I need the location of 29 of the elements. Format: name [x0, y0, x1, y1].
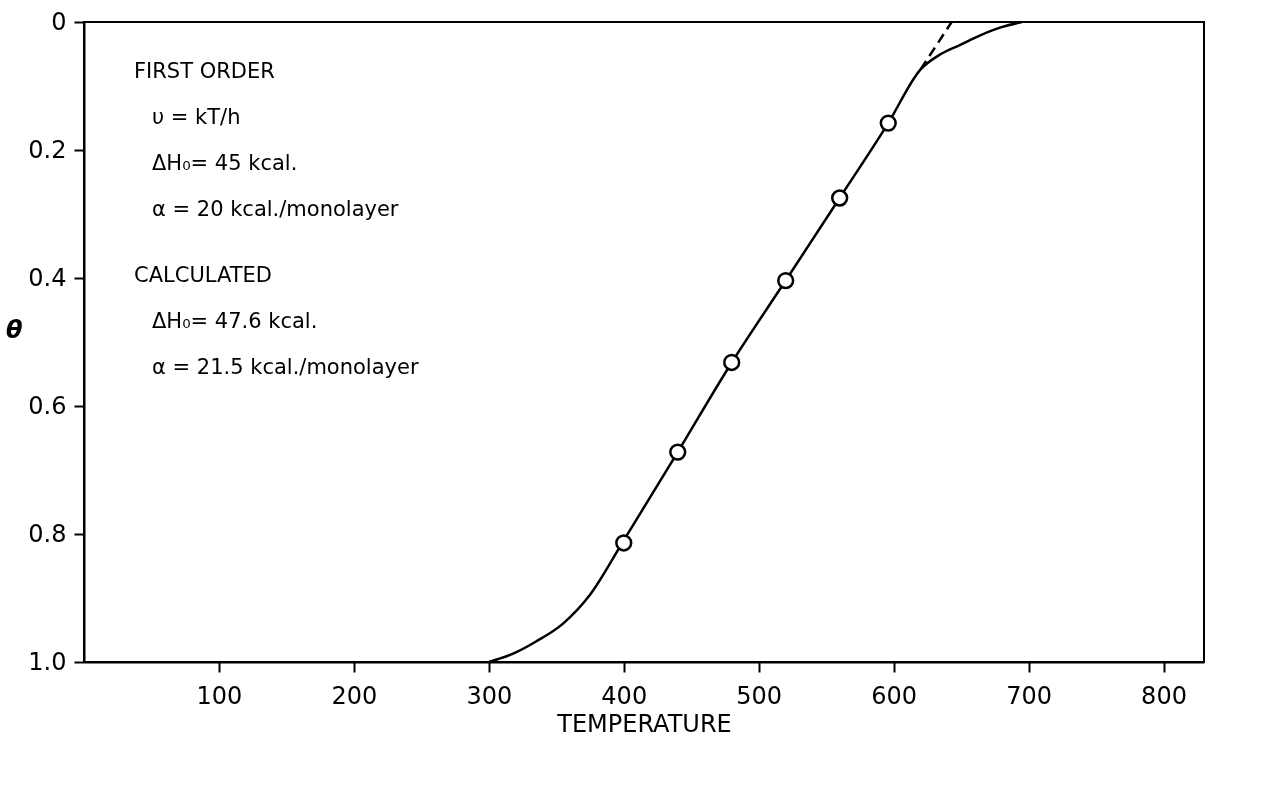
x-tick-label: 600	[871, 681, 918, 710]
point	[777, 271, 795, 290]
annotation: CALCULATED	[134, 263, 272, 287]
point	[723, 353, 741, 372]
x-tick-label: 700	[1006, 681, 1052, 710]
point	[669, 443, 687, 461]
y-tick-label: 0	[51, 7, 67, 36]
y-tick-label: 0.4	[28, 263, 67, 292]
point	[615, 534, 633, 552]
x-tick-label: 800	[1141, 681, 1187, 710]
annotation: ΔH₀= 47.6 kcal.	[152, 309, 318, 333]
y-axis-title: θ	[6, 315, 23, 344]
y-tick-label: 0.8	[28, 519, 67, 548]
y-tick-label: 0.6	[28, 391, 67, 420]
x-tick-label: 200	[331, 681, 378, 710]
x-tick-label: 100	[196, 681, 243, 710]
x-tick-label: 400	[601, 681, 648, 710]
annotation: υ = kT/h	[152, 105, 241, 129]
x-tick-label: 500	[736, 681, 783, 710]
y-tick-label: 1.0	[28, 647, 67, 676]
x-axis-title: TEMPERATURE	[556, 709, 732, 738]
annotation: ΔH₀= 45 kcal.	[152, 151, 298, 175]
annotation: α = 20 kcal./monolayer	[152, 197, 399, 221]
point	[879, 114, 897, 132]
annotation: FIRST ORDER	[134, 59, 275, 83]
annotation: α = 21.5 kcal./monolayer	[152, 355, 419, 379]
y-tick-label: 0.2	[28, 135, 67, 164]
x-tick-label: 300	[466, 681, 513, 710]
point	[831, 189, 849, 207]
